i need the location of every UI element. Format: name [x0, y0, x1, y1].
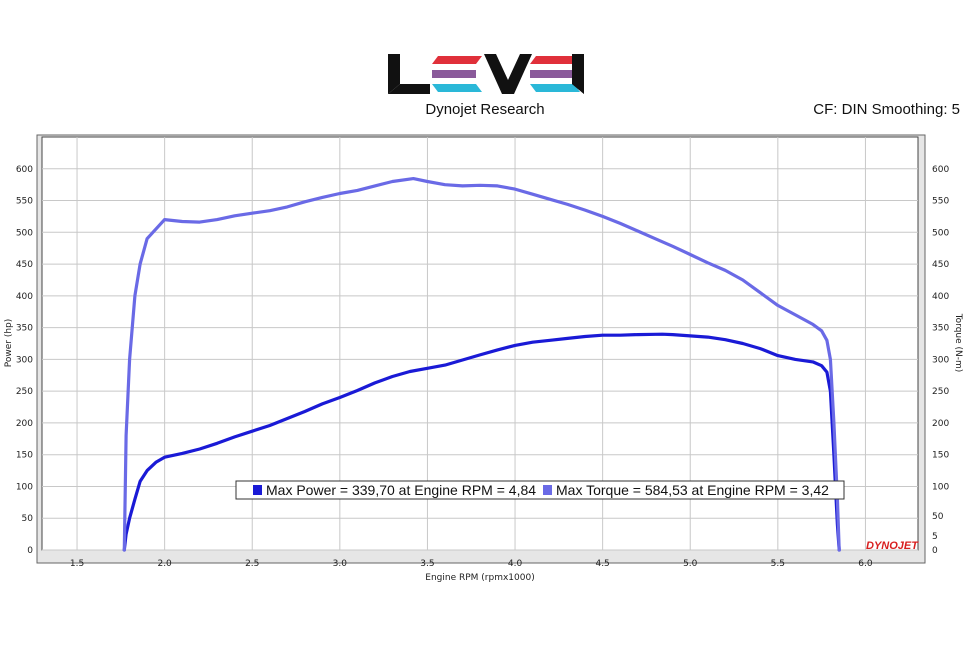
dynojet-research-label: Dynojet Research	[425, 101, 545, 118]
y-tick-label-right: 0	[932, 546, 938, 556]
y-tick-label-left: 450	[16, 260, 33, 270]
x-tick-label: 5.0	[683, 559, 698, 569]
y-tick-label-left: 300	[16, 355, 33, 365]
y-tick-label-right: 550	[932, 197, 949, 207]
x-tick-label: 3.0	[333, 559, 348, 569]
x-tick-label: 5.5	[771, 559, 785, 569]
series-layer	[122, 177, 841, 552]
level-logo	[388, 54, 584, 94]
legend-entry-power: Max Power = 339,70 at Engine RPM = 4,84	[266, 482, 536, 498]
y-tick-label-left: 500	[16, 228, 33, 238]
y-tick-label-right: 400	[932, 292, 949, 302]
y-tick-label-right: 250	[932, 387, 949, 397]
power-curve	[122, 332, 841, 552]
y-tick-label-left: 0	[27, 546, 33, 556]
legend-swatch-torque	[543, 485, 552, 495]
y-tick-label-left: 550	[16, 197, 33, 207]
y-tick-label-right: 50	[932, 512, 944, 522]
x-tick-label: 4.5	[595, 559, 609, 569]
dynojet-watermark: DYNOJET	[866, 540, 919, 552]
y-axis-label-right: Torque (N-m)	[953, 313, 963, 373]
y-tick-label-left: 250	[16, 387, 33, 397]
y-tick-label-right: 300	[932, 355, 949, 365]
x-tick-label: 6.0	[858, 559, 873, 569]
legend-swatch-power	[253, 485, 262, 495]
x-tick-label: 3.5	[420, 559, 434, 569]
x-tick-label: 2.5	[245, 559, 259, 569]
y-tick-label-right: 150	[932, 451, 949, 461]
y-tick-label-left: 150	[16, 451, 33, 461]
y-axis-label-left: Power (hp)	[4, 319, 14, 368]
torque-curve	[122, 177, 841, 552]
x-tick-label: 1.5	[70, 559, 84, 569]
y-tick-label-right: 5	[932, 532, 938, 542]
y-tick-label-left: 350	[16, 324, 33, 334]
y-tick-label-left: 400	[16, 292, 33, 302]
y-tick-label-right: 600	[932, 165, 949, 175]
y-tick-label-left: 200	[16, 419, 33, 429]
y-tick-label-left: 50	[22, 514, 34, 524]
y-tick-label-right: 450	[932, 260, 949, 270]
y-tick-label-right: 350	[932, 324, 949, 334]
y-tick-label-left: 600	[16, 165, 33, 175]
y-tick-label-right: 100	[932, 482, 949, 492]
y-ticks-left: 0 50 100 150 200 250 300 350 400 450 500 550 600	[16, 165, 33, 556]
correction-info: CF: DIN Smoothing: 5	[813, 101, 960, 118]
x-axis-label: Engine RPM (rpmx1000)	[425, 573, 534, 583]
y-tick-label-right: 200	[932, 419, 949, 429]
x-tick-label: 4.0	[508, 559, 523, 569]
x-tick-label: 2.0	[157, 559, 172, 569]
legend-entry-torque: Max Torque = 584,53 at Engine RPM = 3,42	[556, 482, 829, 498]
x-ticks: 1.5 2.0 2.5 3.0 3.5 4.0 4.5 5.0 5.5 6.0	[70, 559, 873, 569]
y-tick-label-right: 500	[932, 228, 949, 238]
y-tick-label-left: 100	[16, 482, 33, 492]
legend: Max Power = 339,70 at Engine RPM = 4,84 …	[235, 480, 845, 500]
